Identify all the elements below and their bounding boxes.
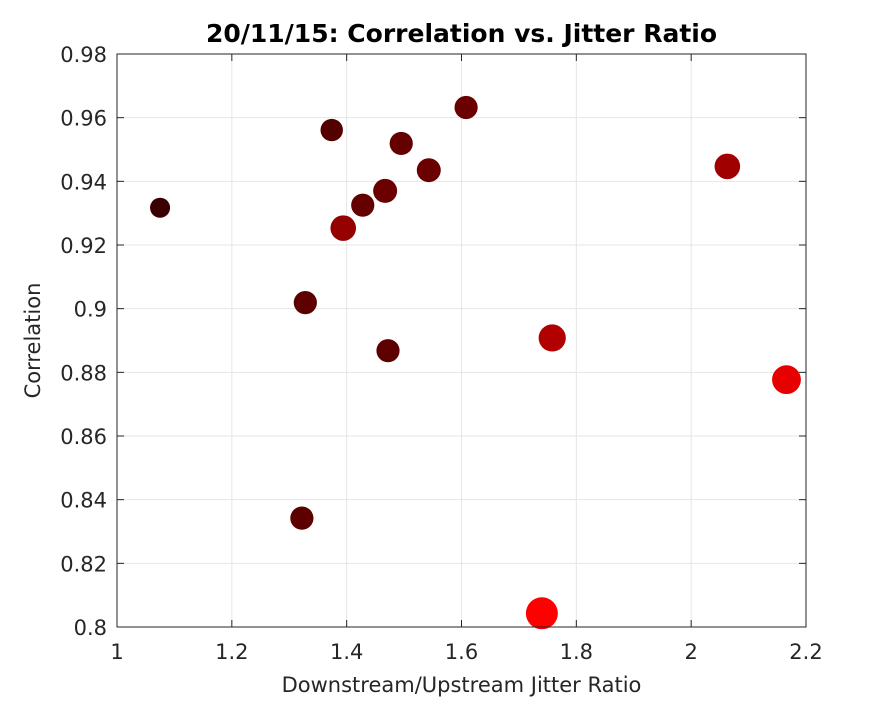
y-tick-label: 0.94 bbox=[60, 170, 107, 194]
x-tick-label: 1.2 bbox=[215, 640, 248, 664]
scatter-point bbox=[293, 291, 317, 315]
scatter-point bbox=[538, 324, 566, 352]
scatter-point bbox=[290, 506, 314, 530]
scatter-point bbox=[373, 178, 398, 203]
y-axis-label: Correlation bbox=[21, 283, 45, 399]
scatter-point bbox=[772, 365, 801, 395]
x-tick-label: 2.2 bbox=[789, 640, 822, 664]
y-tick-label: 0.86 bbox=[60, 425, 107, 449]
x-tick-label: 1.8 bbox=[560, 640, 593, 664]
y-tick-label: 0.84 bbox=[60, 489, 107, 513]
y-tick-label: 0.96 bbox=[60, 107, 107, 131]
x-tick-label: 1 bbox=[110, 640, 123, 664]
x-axis-label: Downstream/Upstream Jitter Ratio bbox=[282, 673, 642, 697]
scatter-point bbox=[389, 131, 413, 156]
y-tick-label: 0.98 bbox=[60, 43, 107, 67]
scatter-point bbox=[454, 95, 478, 120]
scatter-point bbox=[150, 197, 171, 218]
y-tick-label: 0.92 bbox=[60, 234, 107, 258]
x-tick-label: 1.6 bbox=[445, 640, 478, 664]
scatter-point bbox=[714, 153, 741, 180]
x-tick-label: 1.4 bbox=[330, 640, 363, 664]
chart-title: 20/11/15: Correlation vs. Jitter Ratio bbox=[206, 19, 717, 48]
y-tick-label: 0.8 bbox=[74, 616, 107, 640]
grid-lines bbox=[116, 53, 807, 628]
y-tick-label: 0.88 bbox=[60, 361, 107, 385]
y-tick-label: 0.82 bbox=[60, 552, 107, 576]
axis-ticks: 1 1.2 1.4 1.6 1.8 2 2.2 0.8 0.82 0.84 0.86 0.88 0.9 0… bbox=[60, 43, 822, 664]
scatter-point bbox=[525, 597, 558, 630]
scatter-point bbox=[376, 339, 400, 363]
data-points bbox=[150, 95, 801, 630]
scatter-point bbox=[351, 193, 375, 217]
scatter-point bbox=[416, 158, 441, 183]
scatter-point bbox=[330, 215, 357, 241]
scatter-point bbox=[320, 118, 343, 142]
x-tick-label: 2 bbox=[684, 640, 697, 664]
y-tick-label: 0.9 bbox=[74, 298, 107, 322]
